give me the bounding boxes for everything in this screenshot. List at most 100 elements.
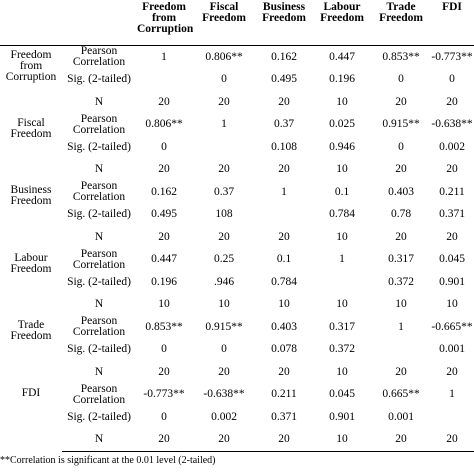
cell: 0.078: [271, 343, 297, 356]
cell: 20: [218, 163, 230, 176]
cell: -0.665**: [431, 320, 473, 333]
cell: 0.901: [329, 410, 355, 423]
cell: 0.447: [329, 50, 355, 63]
cell: 20: [446, 365, 458, 378]
cell: 0.665**: [382, 388, 420, 401]
cell: 0: [161, 140, 167, 153]
cell: 10: [312, 428, 372, 452]
cell: 20: [158, 95, 170, 108]
table-row: Trade Freedom Pearson Correlation 0.853** 0…: [0, 315, 474, 342]
cell: 0: [449, 73, 455, 86]
row-group-label: Freedom from Corruption: [5, 49, 57, 83]
table-row: Labour Freedom Pearson Correlation 0.447 0.…: [0, 248, 474, 274]
stat-label: Sig. (2-tailed): [67, 410, 131, 423]
row-group-label: FDI: [21, 386, 41, 399]
cell: 1: [221, 118, 227, 131]
cell: 20: [218, 230, 230, 243]
stat-label: Sig. (2-tailed): [67, 73, 131, 86]
stat-label: N: [94, 365, 104, 378]
cell: -0.638**: [431, 118, 473, 131]
cell: 0.045: [329, 388, 355, 401]
cell: 0.403: [388, 185, 414, 198]
cell: 20: [395, 365, 407, 378]
column-header: Freedom from Corruption: [136, 0, 193, 46]
cell: 20: [158, 163, 170, 176]
cell: 20: [278, 230, 290, 243]
empty-cell: [192, 136, 256, 159]
cell: 0.915**: [205, 320, 243, 333]
cell: 1: [281, 185, 287, 198]
cell: 10: [336, 365, 348, 378]
row-group-label: Trade Freedom: [10, 319, 52, 342]
stat-label: Pearson Correlation: [72, 45, 126, 69]
cell: 0.372: [388, 275, 414, 288]
cell: 0.372: [329, 343, 355, 356]
table-row: N 20 20 20 10 20 20: [0, 159, 474, 182]
cell: 10: [336, 230, 348, 243]
footnote: **Correlation is significant at the 0.01…: [0, 455, 216, 466]
stat-label: Sig. (2-tailed): [67, 140, 131, 153]
cell: 0.495: [151, 208, 177, 221]
cell: 10: [278, 298, 290, 311]
stat-label: Pearson Correlation: [72, 180, 126, 204]
cell: 20: [430, 428, 474, 452]
cell: 0.403: [271, 320, 297, 333]
corner: [0, 0, 62, 46]
cell: 0.784: [329, 208, 355, 221]
empty-cell: [256, 204, 312, 227]
table-row: Freedom from Corruption Pearson Correlati…: [0, 45, 474, 83]
stat-label: Sig. (2-tailed): [67, 343, 131, 356]
table-row: Sig. (2-tailed) 0 0 0.078 0.372 0.001: [0, 339, 474, 362]
empty-cell: [312, 271, 372, 294]
table-row: Fiscal Freedom Pearson Correlation 0.806**…: [0, 112, 474, 139]
cell: 0.211: [271, 388, 297, 401]
cell: 0: [398, 73, 404, 86]
cell: -0.638**: [203, 388, 245, 401]
cell: 20: [256, 428, 312, 452]
cell: 0.317: [329, 320, 355, 333]
cell: 0.37: [213, 185, 235, 198]
cell: 1: [161, 50, 167, 63]
stat-label: N: [62, 428, 136, 452]
stat-label: Pearson Correlation: [72, 315, 126, 339]
cell: 10: [336, 95, 348, 108]
stat-label: Sig. (2-tailed): [67, 275, 131, 288]
stat-label: Sig. (2-tailed): [67, 208, 131, 221]
cell: 0.025: [329, 118, 355, 131]
cell: 0.196: [329, 73, 355, 86]
cell: 0.162: [271, 50, 297, 63]
cell: 20: [446, 95, 458, 108]
cell: 0.371: [439, 208, 465, 221]
correlation-table: Freedom from Corruption Fiscal Freedom Bus…: [0, 0, 474, 452]
cell: 0.162: [151, 185, 177, 198]
row-group-label: Fiscal Freedom: [10, 116, 52, 140]
cell: 0.001: [439, 343, 465, 356]
cell: 0.78: [390, 208, 412, 221]
cell: 1: [398, 320, 404, 333]
table-row: Sig. (2-tailed) 0.495 108 0.784 0.78 0.371: [0, 204, 474, 227]
column-header: FDI: [430, 0, 474, 46]
table-row: Business Freedom Pearson Correlation 0.162…: [0, 180, 474, 207]
stat-label: N: [94, 230, 104, 243]
cell: 0.901: [439, 275, 465, 288]
cell: 10: [395, 298, 407, 311]
corner: [62, 0, 136, 46]
cell: 0.806**: [205, 50, 243, 63]
cell: 0.784: [271, 275, 297, 288]
column-header: Labour Freedom: [312, 0, 372, 46]
stat-label: Pearson Correlation: [72, 112, 126, 136]
cell: 0.806**: [145, 118, 183, 131]
cell: 0.196: [151, 275, 177, 288]
cell: 20: [218, 365, 230, 378]
table-row: N 10 10 10 10 10 10: [0, 294, 474, 317]
cell: 0: [161, 410, 167, 423]
cell: 20: [278, 95, 290, 108]
cell: 1: [449, 388, 455, 401]
table-row: N 20 20 20 10 20 20: [0, 91, 474, 114]
cell: 20: [158, 230, 170, 243]
cell: 0.211: [439, 185, 465, 198]
empty-cell: [430, 406, 474, 429]
column-header: Trade Freedom: [372, 0, 430, 46]
cell: 20: [192, 428, 256, 452]
cell: 0.1: [276, 253, 292, 266]
